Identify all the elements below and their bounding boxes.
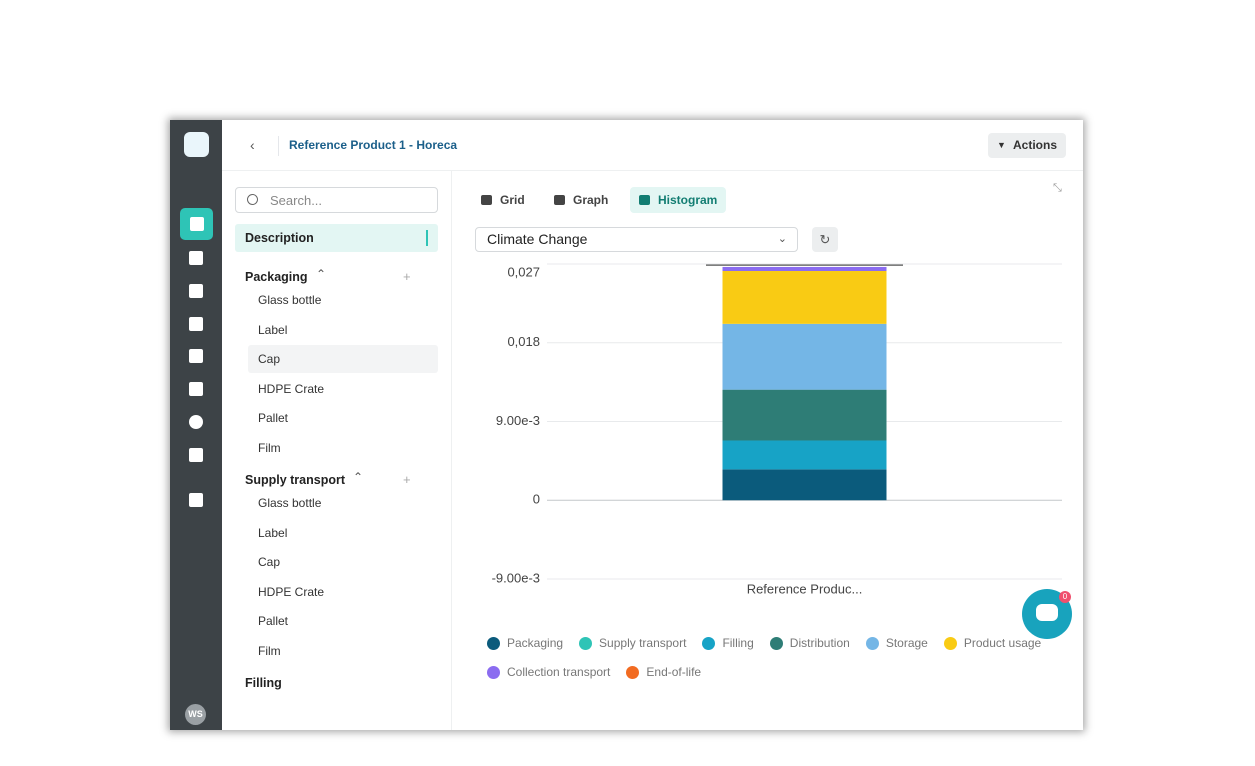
nav-settings[interactable] bbox=[189, 415, 203, 429]
legend: Packaging Supply transport Filling Distribu… bbox=[487, 635, 1057, 680]
tree-item[interactable]: Pallet bbox=[258, 614, 289, 628]
tree-item[interactable]: HDPE Crate bbox=[258, 584, 325, 599]
tab[interactable]: Graph bbox=[545, 187, 617, 213]
legend-item[interactable]: Distribution bbox=[769, 635, 850, 651]
legend-label: Product usage bbox=[963, 636, 1042, 650]
page-title: Reference Product 1 - Horeca bbox=[289, 138, 458, 152]
legend-swatch bbox=[943, 636, 957, 650]
legend-label: Collection transport bbox=[507, 665, 611, 679]
collapse-icon[interactable]: ⤡ bbox=[1053, 182, 1062, 194]
add-button[interactable]: + bbox=[403, 472, 411, 487]
app-window: WS ‹ Reference Product 1 - Horeca ▼ Actio… bbox=[170, 120, 1083, 730]
refresh-button[interactable]: ↻ bbox=[812, 227, 838, 252]
legend-label: Filling bbox=[722, 636, 754, 650]
legend-label: Packaging bbox=[507, 636, 564, 650]
header-border bbox=[222, 170, 1083, 171]
nav-building[interactable] bbox=[189, 284, 203, 298]
tree-item[interactable]: Pallet bbox=[258, 411, 289, 425]
impact-select-label: Climate Change bbox=[487, 231, 588, 247]
chat-badge: 0 bbox=[1059, 591, 1071, 603]
add-button[interactable]: + bbox=[403, 269, 411, 284]
search-icon bbox=[247, 194, 258, 205]
legend-swatch bbox=[865, 636, 879, 650]
tab[interactable]: Histogram bbox=[630, 187, 727, 213]
legend-swatch bbox=[487, 636, 500, 650]
tree-item[interactable]: Cap bbox=[248, 345, 438, 373]
caret: ▼ bbox=[997, 140, 1006, 150]
nav-partners[interactable] bbox=[189, 448, 203, 462]
legend-label: End-of-life bbox=[646, 665, 702, 679]
tree-item[interactable]: Film bbox=[258, 643, 281, 658]
tree-item[interactable]: Glass bottle bbox=[258, 496, 322, 510]
avatar[interactable]: WS bbox=[185, 704, 206, 725]
tree-item[interactable]: Film bbox=[258, 440, 281, 455]
section-toggle[interactable]: ⌃ bbox=[316, 267, 327, 281]
legend-label: Supply transport bbox=[599, 636, 687, 650]
actions-button[interactable]: ▼ Actions bbox=[988, 133, 1066, 158]
legend-label: Distribution bbox=[789, 636, 850, 650]
section-title[interactable]: Supply transport bbox=[245, 473, 346, 487]
tree-item[interactable]: Label bbox=[258, 322, 288, 337]
logo bbox=[184, 132, 209, 157]
legend-label: Storage bbox=[885, 636, 928, 650]
legend-item[interactable]: End-of-life bbox=[626, 664, 701, 680]
section-toggle[interactable]: ⌃ bbox=[353, 470, 364, 484]
nav-doc[interactable] bbox=[189, 382, 203, 396]
nav-product[interactable] bbox=[180, 208, 213, 240]
back-button[interactable]: ‹ bbox=[250, 137, 255, 153]
legend-swatch bbox=[579, 636, 593, 650]
legend-swatch bbox=[487, 665, 500, 679]
section-title[interactable]: Packaging bbox=[245, 270, 308, 284]
active-bar bbox=[426, 230, 428, 246]
nav-list[interactable] bbox=[189, 349, 203, 363]
chat-button[interactable]: 0 bbox=[1022, 589, 1072, 639]
search-placeholder: Search... bbox=[270, 193, 323, 208]
tree-item[interactable]: Cap bbox=[258, 555, 281, 569]
description-label: Description bbox=[245, 231, 314, 245]
legend-swatch bbox=[702, 636, 716, 650]
search-box[interactable]: Search... bbox=[235, 187, 438, 213]
tab[interactable]: Grid bbox=[472, 187, 534, 213]
tree-panel: Search... Description Packaging ⌃ + Glass b… bbox=[170, 120, 452, 730]
sidebar: WS bbox=[170, 120, 222, 730]
nav-tools[interactable] bbox=[189, 317, 203, 331]
legend-item[interactable]: Packaging bbox=[487, 635, 563, 651]
impact-select[interactable]: Climate Change ⌄ bbox=[475, 227, 798, 252]
chat-icon bbox=[1036, 604, 1058, 621]
divider bbox=[278, 136, 279, 156]
nav-lab[interactable] bbox=[189, 251, 203, 265]
tree-item[interactable]: Label bbox=[258, 525, 288, 540]
legend-item[interactable]: Storage bbox=[865, 635, 928, 651]
section-title[interactable]: Filling bbox=[245, 676, 282, 690]
chevron: ⌄ bbox=[777, 233, 787, 245]
legend-swatch bbox=[626, 665, 640, 679]
nav-wrench[interactable] bbox=[189, 493, 203, 507]
tree-item[interactable]: HDPE Crate bbox=[258, 381, 325, 396]
actions-label: Actions bbox=[1013, 138, 1058, 152]
legend-swatch bbox=[769, 636, 783, 650]
description-item[interactable]: Description bbox=[235, 224, 438, 252]
legend-item[interactable]: Product usage bbox=[943, 635, 1042, 651]
legend-item[interactable]: Filling bbox=[702, 635, 754, 651]
legend-item[interactable]: Supply transport bbox=[579, 635, 686, 651]
panel-border bbox=[451, 171, 452, 730]
legend-item[interactable]: Collection transport bbox=[487, 664, 610, 680]
tree-item[interactable]: Glass bottle bbox=[258, 293, 322, 307]
